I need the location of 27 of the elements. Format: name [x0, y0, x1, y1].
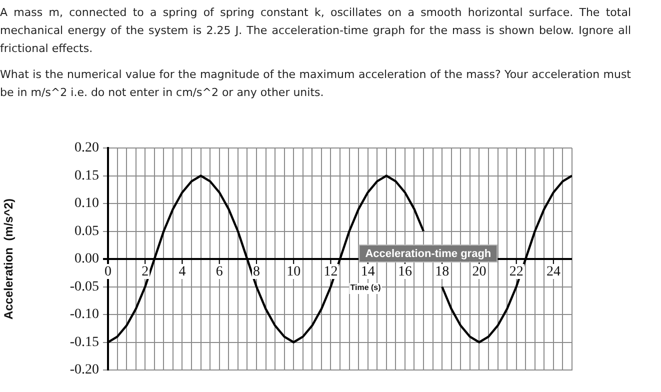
x-tick-label: 12 [324, 264, 338, 280]
y-tick-label: 0.10 [74, 196, 99, 212]
y-tick-label: -0.10 [70, 307, 99, 322]
y-tick-label: -0.05 [70, 279, 99, 294]
text: A mass m, connected to a spring of spring constant k, oscillates on a smooth horizontal surface. The total mechanical energy of the system is 2.25 J. The acceleration-time graph for the mass is shown below. Ignore all frictional effects. [0, 5, 631, 57]
x-tick-label: 8 [252, 264, 260, 280]
x-tick-label: 18 [435, 264, 450, 280]
x-tick-label: 4 [178, 264, 186, 280]
y-tick-label: 0.20 [74, 140, 99, 156]
x-tick-label: 6 [216, 264, 223, 280]
y-tick-label: -0.15 [70, 334, 99, 350]
x-tick-label: 22 [509, 264, 524, 280]
y-tick-label: 0.05 [74, 224, 99, 239]
y-tick-label: -0.20 [70, 362, 99, 378]
y-tick-label: 0.15 [74, 168, 99, 184]
x-tick-label: 24 [546, 264, 560, 280]
x-tick-label: 20 [472, 264, 486, 280]
x-tick-label: 14 [360, 264, 375, 280]
y-axis-title: Acceleration (m/s^2) [2, 198, 16, 320]
text: Acceleration-time gragh [365, 248, 492, 260]
x-tick-label: 16 [398, 264, 412, 280]
x-axis-title: Time (s) [350, 283, 382, 292]
x-tick-label: 2 [142, 264, 149, 280]
x-tick-label: 10 [286, 264, 301, 280]
x-tick-label: 0 [104, 264, 112, 280]
text: What is the numerical value for the magnitude of the maximum acceleration of the mass? Your acceleration must be in m/s^2 i.e. do not enter in cm/s^2 or any other units. [0, 67, 631, 101]
y-tick-label: 0.00 [74, 252, 99, 267]
